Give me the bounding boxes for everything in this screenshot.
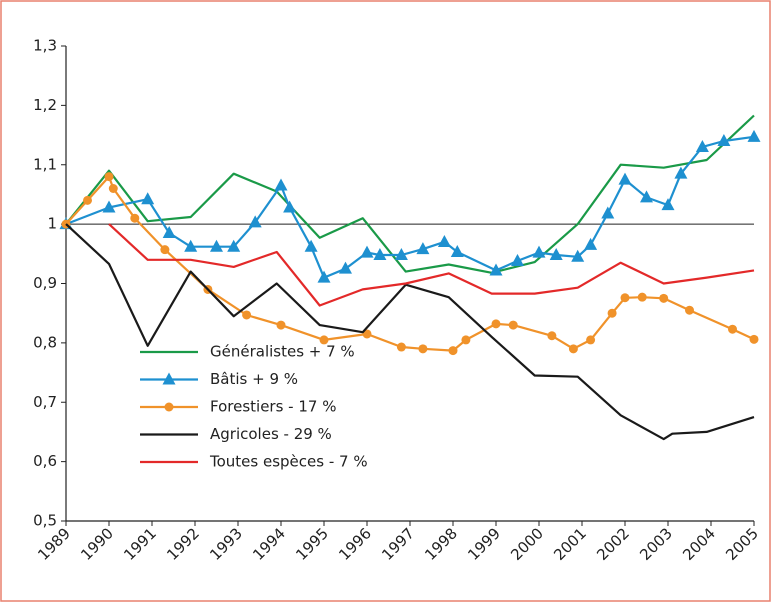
x-tick-label: 1999 <box>464 524 504 564</box>
x-tick-label: 1992 <box>163 524 203 564</box>
marker <box>511 253 524 266</box>
marker <box>640 190 653 203</box>
marker <box>339 261 352 274</box>
marker <box>607 308 617 318</box>
y-tick-label: 1 <box>47 215 57 233</box>
series-line <box>65 175 755 352</box>
marker <box>695 139 709 152</box>
marker <box>728 324 737 334</box>
marker <box>276 320 286 330</box>
marker <box>568 344 578 354</box>
marker <box>104 172 114 182</box>
marker <box>532 245 546 258</box>
marker <box>396 342 406 352</box>
marker <box>461 335 471 345</box>
marker <box>601 206 615 219</box>
marker <box>304 239 318 252</box>
marker <box>674 166 688 179</box>
marker <box>210 239 223 252</box>
marker <box>227 239 241 252</box>
marker <box>491 319 501 329</box>
marker <box>362 329 372 339</box>
x-tick-label: 2003 <box>636 524 676 564</box>
x-tick-label: 1994 <box>249 524 289 564</box>
marker <box>661 198 675 211</box>
marker <box>162 372 176 385</box>
series-line <box>108 223 755 307</box>
marker <box>242 310 252 320</box>
series-line <box>65 114 755 274</box>
x-tick-label: 1996 <box>335 524 375 564</box>
marker <box>164 402 174 412</box>
x-tick-label: 2001 <box>550 524 590 564</box>
marker <box>162 226 176 239</box>
marker <box>83 195 92 205</box>
y-tick-label: 0,9 <box>33 274 57 292</box>
series-line <box>65 223 755 441</box>
marker <box>373 248 387 260</box>
marker <box>160 245 170 255</box>
marker <box>618 172 632 185</box>
x-tick-label: 1990 <box>77 524 117 564</box>
y-tick-label: 0,6 <box>33 452 57 470</box>
legend-label: Forestiers - 17 % <box>210 398 336 416</box>
marker <box>586 335 596 345</box>
y-tick-label: 0,7 <box>33 393 57 411</box>
x-tick-label: 1998 <box>421 524 461 564</box>
marker <box>685 305 694 315</box>
marker <box>508 320 518 330</box>
marker <box>319 335 329 345</box>
y-tick-label: 1,1 <box>33 155 57 173</box>
series-line <box>65 135 755 279</box>
marker <box>394 248 408 260</box>
y-tick-label: 0,8 <box>33 333 57 351</box>
legend-label: Bâtis + 9 % <box>210 370 298 388</box>
x-tick-label: 1989 <box>34 524 74 564</box>
legend-label: Toutes espèces - 7 % <box>209 453 368 471</box>
marker <box>747 129 761 142</box>
x-tick-label: 1995 <box>292 524 332 564</box>
marker <box>102 200 116 213</box>
marker <box>448 346 458 356</box>
marker <box>620 293 630 303</box>
marker <box>184 239 198 252</box>
marker <box>717 134 731 146</box>
marker <box>549 248 563 260</box>
y-tick-label: 1,2 <box>33 96 57 114</box>
marker <box>108 184 118 193</box>
marker <box>283 200 297 213</box>
marker <box>584 237 598 250</box>
marker <box>450 245 464 258</box>
marker <box>130 213 140 223</box>
x-tick-label: 1991 <box>120 524 160 564</box>
marker <box>571 249 585 262</box>
marker <box>749 334 759 344</box>
marker <box>489 263 503 276</box>
marker <box>418 344 428 354</box>
marker <box>141 192 155 205</box>
marker <box>659 293 669 303</box>
x-tick-label: 2000 <box>507 524 547 564</box>
x-tick-label: 2004 <box>679 524 719 564</box>
y-tick-label: 1,3 <box>33 37 57 55</box>
x-tick-label: 1993 <box>206 524 246 564</box>
marker <box>416 242 430 255</box>
x-tick-label: 2002 <box>593 524 633 564</box>
legend-label: Agricoles - 29 % <box>210 425 332 443</box>
x-tick-label: 2005 <box>722 524 762 564</box>
marker <box>437 234 451 247</box>
y-tick-label: 0,5 <box>33 512 57 530</box>
marker <box>637 292 647 302</box>
marker <box>317 270 331 283</box>
marker <box>248 215 262 228</box>
marker <box>274 178 288 191</box>
x-tick-label: 1997 <box>378 524 418 564</box>
marker <box>547 331 557 341</box>
marker <box>360 245 374 258</box>
legend-label: Généralistes + 7 % <box>210 343 355 361</box>
